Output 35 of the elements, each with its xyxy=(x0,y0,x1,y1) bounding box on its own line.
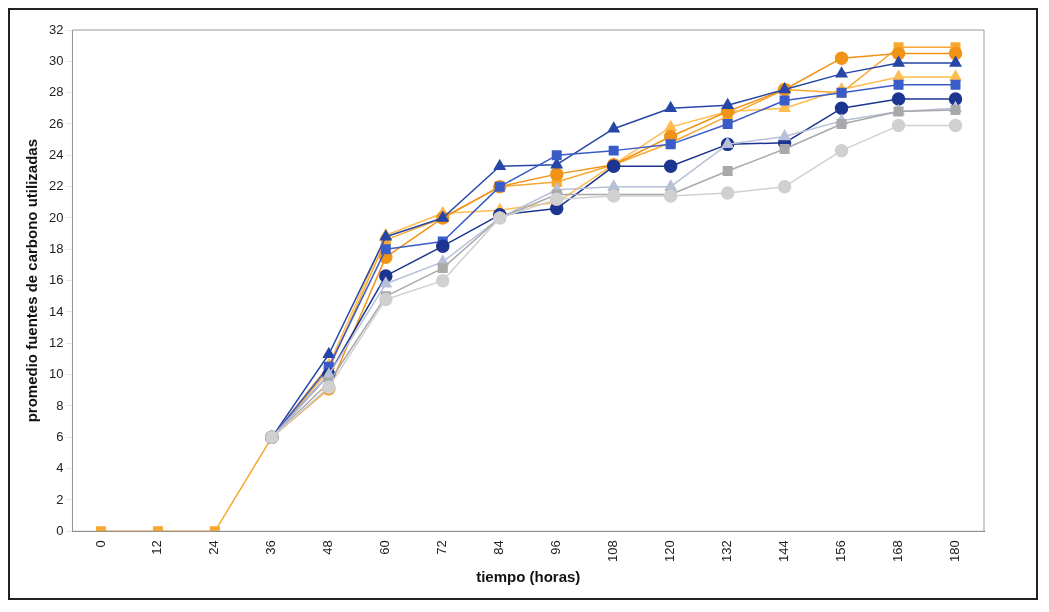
y-tick-label: 8 xyxy=(56,397,64,413)
x-tick-label: 156 xyxy=(833,540,849,563)
y-tick-label: 32 xyxy=(48,21,64,37)
x-tick-label: 72 xyxy=(434,540,450,555)
y-tick-label: 0 xyxy=(56,522,64,538)
y-tick-label: 28 xyxy=(48,84,64,100)
x-tick-label: 48 xyxy=(320,540,336,555)
y-tick-label: 14 xyxy=(48,303,64,319)
x-tick-label: 168 xyxy=(890,540,906,563)
y-tick-label: 24 xyxy=(48,146,64,162)
x-tick-label: 180 xyxy=(947,540,963,563)
y-tick-label: 12 xyxy=(48,334,64,350)
y-tick-label: 16 xyxy=(48,272,64,288)
y-tick-label: 26 xyxy=(48,115,64,131)
x-tick-label: 108 xyxy=(605,540,621,563)
y-tick-label: 22 xyxy=(48,178,64,194)
y-tick-label: 4 xyxy=(56,460,64,476)
y-tick-label: 10 xyxy=(48,366,64,382)
x-tick-label: 12 xyxy=(149,540,165,555)
y-axis-title: promedio fuentes de carbono utilizadas xyxy=(23,138,41,423)
x-tick-label: 132 xyxy=(719,540,735,563)
y-tick-label: 18 xyxy=(48,240,64,256)
y-tick-label: 2 xyxy=(56,491,64,507)
x-tick-label: 84 xyxy=(491,540,507,555)
x-tick-label: 36 xyxy=(263,540,279,555)
x-tick-label: 96 xyxy=(548,540,564,555)
x-tick-label: 120 xyxy=(662,540,678,563)
x-tick-label: 24 xyxy=(206,540,222,555)
y-tick-label: 20 xyxy=(48,209,64,225)
y-tick-label: 6 xyxy=(56,428,64,444)
x-tick-label: 60 xyxy=(377,540,393,555)
x-axis-title: tiempo (horas) xyxy=(476,568,581,586)
x-tick-label: 0 xyxy=(92,540,108,548)
y-tick-label: 30 xyxy=(48,52,64,68)
x-tick-label: 144 xyxy=(776,540,792,563)
